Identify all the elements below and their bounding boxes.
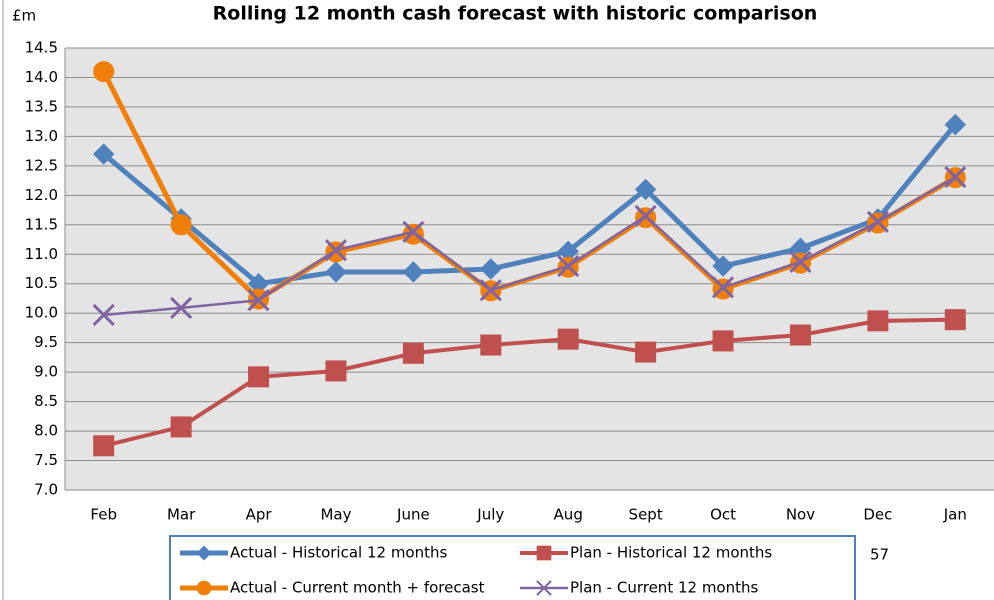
x-tick-label: Jan: [943, 506, 967, 524]
data-point: [557, 328, 579, 350]
data-point: [789, 324, 811, 346]
y-axis-label: £m: [12, 7, 36, 25]
data-point: [170, 214, 192, 236]
data-point: [712, 255, 734, 277]
data-point: [944, 113, 966, 136]
y-tick-label: 7.5: [34, 451, 58, 469]
x-tick-label: Aug: [554, 506, 583, 524]
y-tick-label: 7.0: [34, 481, 58, 499]
data-point: [93, 435, 115, 457]
y-tick-label: 8.5: [34, 392, 58, 410]
data-point: [92, 303, 115, 327]
data-point: [402, 261, 425, 283]
x-tick-label: Mar: [167, 506, 196, 524]
y-tick-label: 9.0: [34, 363, 58, 381]
x-tick-label: May: [320, 506, 351, 524]
series-line: [103, 317, 956, 448]
legend-marker: [196, 580, 212, 596]
x-tick-label: Feb: [90, 506, 117, 524]
x-tick-label: Dec: [863, 506, 892, 524]
y-tick-label: 14.5: [25, 39, 58, 57]
data-point: [402, 220, 425, 243]
x-tick-label: Oct: [710, 506, 736, 524]
page-number: 57: [870, 546, 889, 564]
x-tick-label: June: [396, 506, 430, 524]
data-point: [93, 143, 115, 165]
data-point: [325, 360, 347, 382]
y-tick-label: 12.0: [25, 186, 58, 204]
data-point: [867, 310, 889, 332]
y-tick-label: 13.5: [25, 97, 58, 115]
data-point: [247, 289, 270, 312]
data-point: [170, 416, 192, 438]
y-tick-label: 11.0: [25, 245, 58, 263]
chart-title: Rolling 12 month cash forecast with hist…: [213, 3, 818, 25]
legend-label: Plan - Historical 12 months: [570, 544, 772, 562]
data-point: [866, 210, 889, 233]
y-tick-label: 9.5: [34, 333, 58, 351]
data-point: [479, 279, 502, 302]
legend-label: Actual - Historical 12 months: [230, 544, 448, 562]
data-point: [635, 341, 657, 363]
y-tick-label: 10.0: [25, 304, 58, 322]
legend-marker: [196, 545, 212, 561]
plot-area: [65, 48, 994, 490]
data-point: [557, 254, 580, 278]
series: [92, 166, 967, 327]
x-tick-label: Sept: [629, 506, 663, 524]
data-point: [170, 296, 193, 319]
series: [93, 309, 966, 457]
legend-label: Actual - Current month + forecast: [230, 579, 485, 597]
x-tick-label: Nov: [786, 506, 815, 524]
data-point: [93, 61, 115, 83]
y-tick-label: 13.0: [25, 127, 58, 145]
data-point: [634, 178, 657, 201]
data-point: [634, 204, 657, 228]
legend-label: Plan - Current 12 months: [570, 579, 759, 597]
data-point: [712, 330, 734, 352]
series-line: [102, 123, 958, 287]
data-point: [789, 250, 812, 273]
series-line: [103, 175, 956, 317]
data-point: [324, 239, 348, 262]
legend-marker: [536, 580, 552, 596]
data-point: [480, 334, 502, 356]
y-tick-label: 14.0: [25, 68, 58, 86]
data-point: [944, 166, 967, 189]
data-point: [944, 309, 966, 331]
data-point: [325, 261, 347, 283]
series: [93, 113, 966, 295]
y-tick-label: 10.5: [25, 274, 58, 292]
data-point: [480, 258, 502, 280]
y-tick-label: 12.5: [25, 156, 58, 174]
x-tick-label: July: [476, 506, 504, 524]
y-tick-label: 8.0: [34, 422, 58, 440]
data-point: [248, 366, 270, 388]
data-point: [711, 276, 735, 299]
data-point: [402, 342, 424, 364]
legend-marker: [536, 545, 552, 561]
y-tick-label: 11.5: [25, 215, 58, 233]
x-tick-label: Apr: [246, 506, 273, 524]
legend-box: [169, 535, 856, 600]
